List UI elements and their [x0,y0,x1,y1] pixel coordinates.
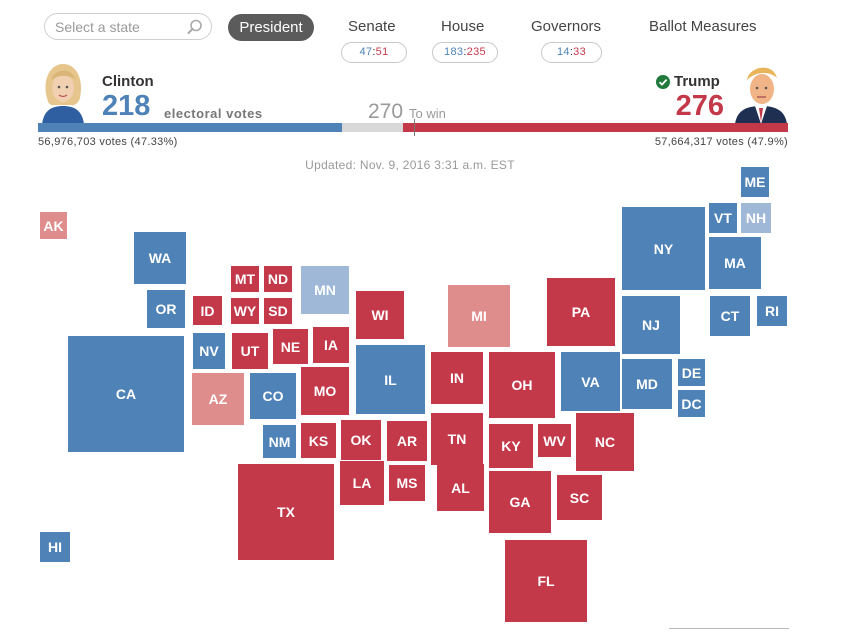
electoral-vote-bar [38,119,788,136]
state-tile-co[interactable]: CO [250,373,296,419]
state-tile-oh[interactable]: OH [489,352,555,418]
state-tile-nm[interactable]: NM [263,425,296,458]
senate-rep-count: 51 [375,46,389,58]
tab-house[interactable]: House [441,18,485,35]
state-tile-ar[interactable]: AR [387,421,427,461]
state-tile-fl[interactable]: FL [505,540,587,622]
governors-rep-count: 33 [573,46,587,58]
governors-separator: : [569,46,574,58]
state-tile-mt[interactable]: MT [231,266,259,292]
state-tile-al[interactable]: AL [437,464,484,511]
state-tile-dc[interactable]: DC [678,390,705,417]
state-tile-ca[interactable]: CA [68,336,184,452]
state-tile-ga[interactable]: GA [489,471,551,533]
tab-governors[interactable]: Governors [531,18,602,35]
state-tile-id[interactable]: ID [193,296,222,325]
state-tile-ri[interactable]: RI [757,296,787,326]
trump-popular-votes: 57,664,317 votes (47.9%) [654,136,788,148]
state-tile-az[interactable]: AZ [192,373,244,425]
governors-count-badge[interactable]: 14:33 [541,42,602,63]
senate-count-badge[interactable]: 47:51 [341,42,407,63]
state-tile-wa[interactable]: WA [134,232,186,284]
state-tile-wv[interactable]: WV [538,424,571,457]
state-tile-wi[interactable]: WI [356,291,404,339]
trump-bar-segment [403,123,788,132]
state-tile-va[interactable]: VA [561,352,620,411]
clinton-name: Clinton [102,73,154,90]
state-tile-hi[interactable]: HI [40,532,70,562]
state-tile-or[interactable]: OR [147,290,185,328]
state-tile-de[interactable]: DE [678,359,705,386]
state-tile-ma[interactable]: MA [709,237,761,289]
state-search[interactable] [44,13,212,40]
clinton-electoral-votes: 218 [102,90,151,122]
to-win-number: 270 [368,100,404,123]
clinton-avatar [42,64,84,124]
house-count-badge[interactable]: 183:235 [432,42,498,63]
state-tile-me[interactable]: ME [741,167,769,197]
state-tile-mn[interactable]: MN [301,266,349,314]
state-tile-ne[interactable]: NE [273,329,308,364]
state-tile-in[interactable]: IN [431,352,483,404]
state-tile-nc[interactable]: NC [576,413,634,471]
state-tile-wy[interactable]: WY [231,298,259,324]
state-tile-vt[interactable]: VT [709,203,737,233]
state-tile-ia[interactable]: IA [313,327,349,363]
clinton-bar-segment [38,123,342,132]
state-tile-ky[interactable]: KY [489,424,533,468]
house-rep-count: 235 [466,46,486,58]
divider [669,628,789,629]
governors-dem-count: 14 [556,46,570,58]
trump-electoral-votes: 276 [675,90,724,122]
senate-dem-count: 47 [359,46,373,58]
electoral-votes-label: electoral votes [164,106,263,121]
state-tile-ak[interactable]: AK [40,212,67,239]
state-tile-md[interactable]: MD [622,359,672,409]
state-tile-nd[interactable]: ND [264,266,292,292]
state-tile-mi[interactable]: MI [448,285,510,347]
to-win-marker [414,119,416,136]
to-win-label: To win [409,106,446,121]
state-tile-nj[interactable]: NJ [622,296,680,354]
search-icon[interactable] [186,18,204,36]
clinton-popular-votes: 56,976,703 votes (47.33%) [38,136,178,148]
state-tile-pa[interactable]: PA [547,278,615,346]
state-tile-ct[interactable]: CT [710,296,750,336]
trump-avatar [735,67,787,124]
trump-name: Trump [674,73,720,90]
state-tile-tn[interactable]: TN [431,413,483,465]
state-tile-ks[interactable]: KS [301,423,336,458]
state-tile-ut[interactable]: UT [232,333,268,369]
state-tile-la[interactable]: LA [340,461,384,505]
updated-timestamp: Updated: Nov. 9, 2016 3:31 a.m. EST [305,158,515,172]
state-tile-nh[interactable]: NH [741,203,771,233]
tab-ballot-measures[interactable]: Ballot Measures [649,18,757,35]
tab-president[interactable]: President [228,14,314,41]
house-separator: : [463,46,467,58]
tab-senate[interactable]: Senate [348,18,396,35]
house-dem-count: 183 [444,46,464,58]
senate-separator: : [372,46,376,58]
state-tile-mo[interactable]: MO [301,367,349,415]
check-icon [656,75,670,89]
state-search-input[interactable] [55,18,185,36]
state-tile-ny[interactable]: NY [622,207,705,290]
state-tile-il[interactable]: IL [356,345,425,414]
state-tile-tx[interactable]: TX [238,464,334,560]
state-tile-ms[interactable]: MS [389,465,425,501]
state-tile-ok[interactable]: OK [341,420,381,460]
state-tile-sc[interactable]: SC [557,475,602,520]
state-tile-sd[interactable]: SD [264,298,292,324]
state-tile-nv[interactable]: NV [193,333,225,369]
